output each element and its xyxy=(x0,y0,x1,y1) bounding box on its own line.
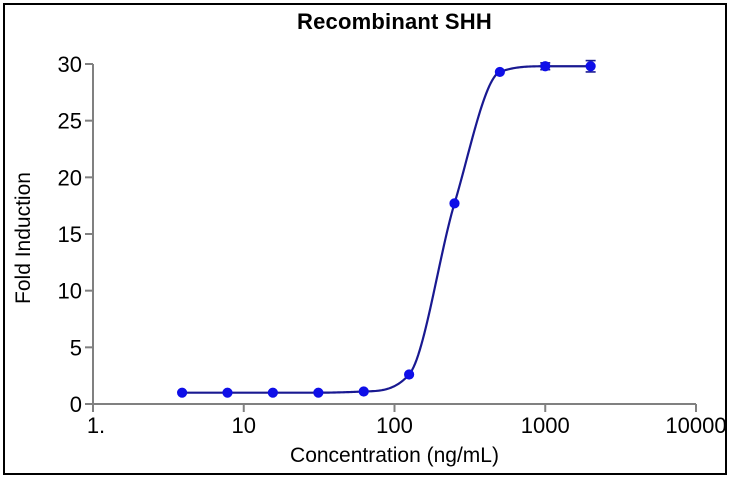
y-tick-label: 5 xyxy=(70,335,82,360)
x-tick-label: 1000 xyxy=(521,413,570,438)
data-point xyxy=(404,369,415,380)
y-tick-label: 15 xyxy=(58,222,82,247)
y-tick-label: 10 xyxy=(58,279,82,304)
x-tick-label: 10000 xyxy=(665,413,726,438)
data-point xyxy=(585,61,596,72)
y-tick-label: 25 xyxy=(58,109,82,134)
data-point xyxy=(358,386,369,397)
data-point xyxy=(540,61,551,72)
data-point xyxy=(177,387,188,398)
y-tick-label: 20 xyxy=(58,165,82,190)
data-point xyxy=(267,387,278,398)
data-point xyxy=(222,387,233,398)
x-axis-title: Concentration (ng/mL) xyxy=(290,444,499,467)
x-tick-label: 1. xyxy=(87,413,105,438)
y-axis-title: Fold Induction xyxy=(12,172,35,304)
y-tick-label: 0 xyxy=(70,392,82,417)
x-tick-label: 100 xyxy=(376,413,413,438)
data-point xyxy=(494,66,505,78)
data-point xyxy=(313,387,324,398)
chart-title: Recombinant SHH xyxy=(297,9,492,34)
data-point xyxy=(449,198,460,209)
fit-curve xyxy=(181,65,592,394)
y-tick-label: 30 xyxy=(58,52,82,77)
x-tick-label: 10 xyxy=(232,413,256,438)
